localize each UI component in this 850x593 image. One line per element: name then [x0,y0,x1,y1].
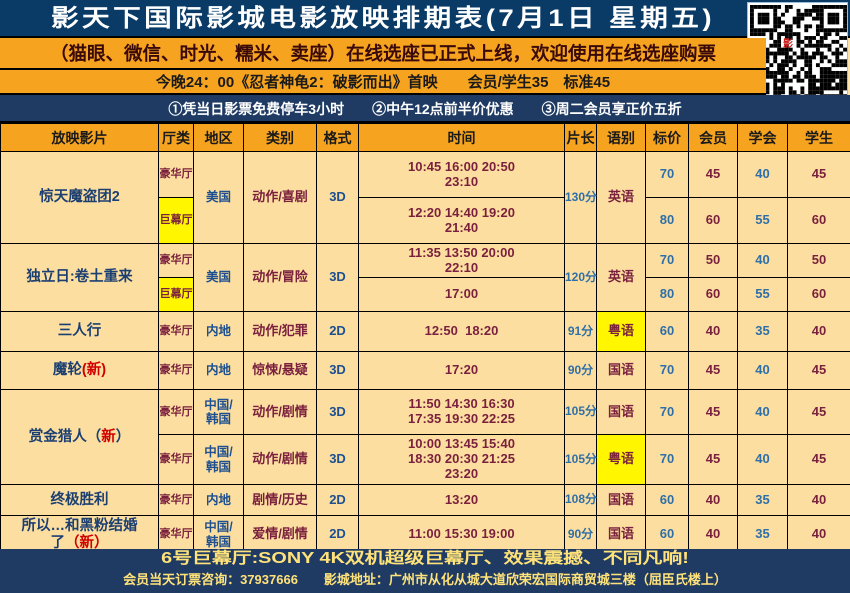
svg-text:影: 影 [783,38,793,50]
